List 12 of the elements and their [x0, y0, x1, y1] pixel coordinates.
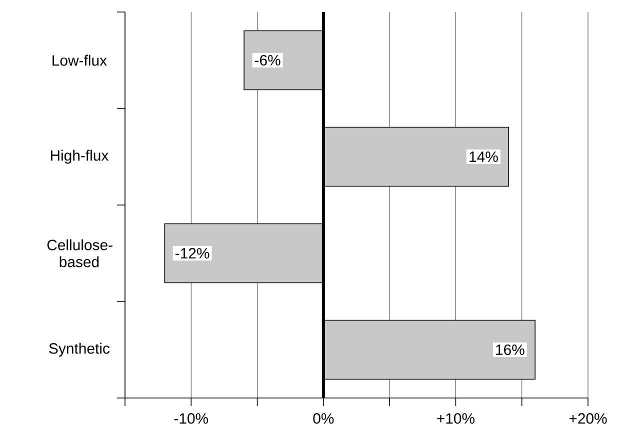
y-tick-label: Low-flux — [52, 54, 107, 66]
x-tick-label: +20% — [569, 413, 607, 424]
x-tick-label: +10% — [437, 413, 474, 424]
x-tick-label: 0% — [313, 413, 334, 424]
data-label: 14% — [470, 152, 498, 162]
data-label: 16% — [496, 344, 524, 356]
y-tick-label: Cellulose-based — [47, 239, 112, 268]
x-tick-label: -10% — [174, 413, 208, 424]
y-tick-label: Synthetic — [49, 342, 110, 357]
data-label: -6% — [254, 54, 280, 66]
y-tick-label: High-flux — [50, 150, 109, 164]
data-label: -12% — [176, 248, 210, 259]
